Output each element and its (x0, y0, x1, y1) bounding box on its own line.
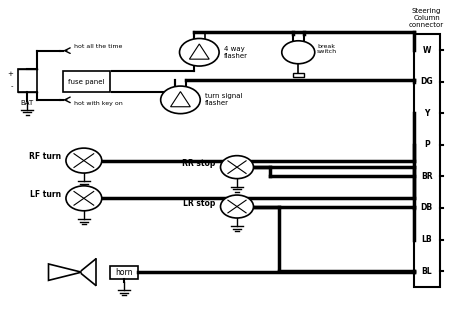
Text: 4 way
flasher: 4 way flasher (224, 46, 248, 59)
Text: horn: horn (115, 268, 133, 277)
Circle shape (66, 186, 102, 211)
Text: LB: LB (421, 235, 432, 244)
Text: hot all the time: hot all the time (74, 44, 123, 49)
Text: BL: BL (421, 267, 432, 276)
Text: BR: BR (421, 172, 432, 181)
Text: Steering
Column
connector: Steering Column connector (409, 8, 444, 28)
Text: LR stop: LR stop (183, 199, 216, 208)
Text: LF turn: LF turn (30, 190, 61, 199)
Text: RF turn: RF turn (29, 152, 61, 161)
Text: hot with key on: hot with key on (74, 102, 123, 107)
Text: turn signal
flasher: turn signal flasher (205, 93, 243, 106)
FancyBboxPatch shape (63, 71, 110, 92)
Polygon shape (190, 44, 209, 59)
FancyBboxPatch shape (414, 34, 439, 287)
FancyBboxPatch shape (110, 265, 138, 279)
Text: +: + (7, 71, 13, 77)
Text: BAT: BAT (21, 100, 34, 106)
Circle shape (180, 38, 219, 66)
Text: P: P (424, 140, 429, 149)
Text: -: - (11, 83, 13, 89)
Circle shape (282, 41, 315, 64)
Text: DG: DG (420, 77, 433, 86)
Circle shape (66, 148, 102, 173)
Polygon shape (48, 264, 82, 280)
FancyBboxPatch shape (292, 73, 304, 77)
FancyBboxPatch shape (18, 69, 36, 92)
Text: DB: DB (420, 204, 433, 213)
Text: Y: Y (424, 109, 429, 118)
Text: break
switch: break switch (317, 44, 337, 54)
Circle shape (161, 86, 200, 114)
Text: W: W (422, 45, 431, 55)
Circle shape (220, 195, 254, 218)
Polygon shape (171, 92, 191, 107)
Text: fuse panel: fuse panel (68, 79, 104, 85)
Text: RR stop: RR stop (182, 159, 216, 168)
Circle shape (220, 156, 254, 179)
